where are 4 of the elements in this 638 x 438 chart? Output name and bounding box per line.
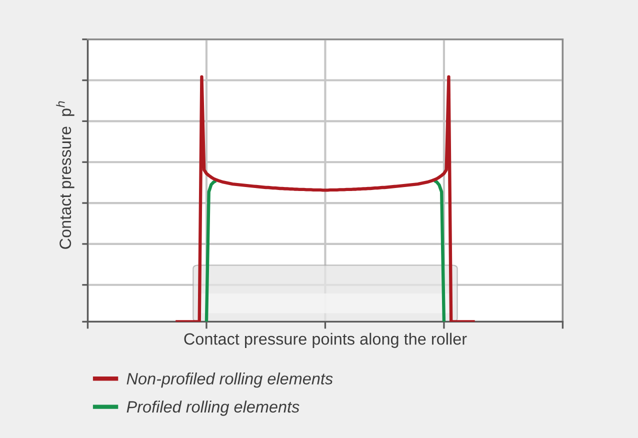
legend-label: Non-profiled rolling elements — [126, 372, 333, 388]
x-axis-title: Contact pressure points along the roller — [184, 332, 467, 348]
legend-label: Profiled rolling elements — [126, 400, 300, 416]
y-axis-title: Contact pressure p$^{h}$ — [56, 101, 74, 249]
